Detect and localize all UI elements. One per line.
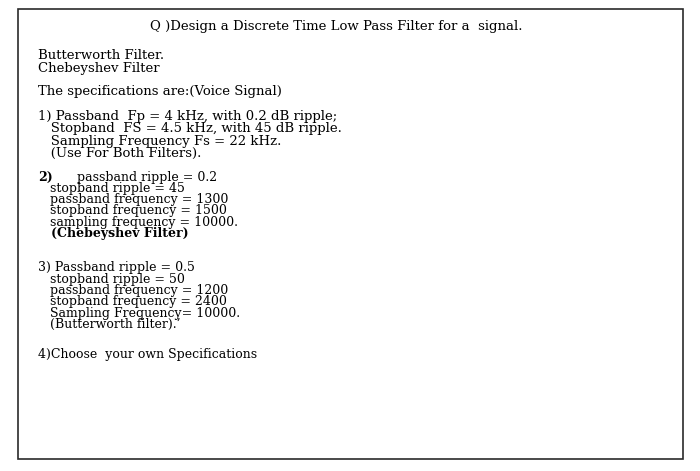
Text: sampling frequency = 10000.: sampling frequency = 10000. (38, 216, 239, 229)
Text: stopband ripple = 45: stopband ripple = 45 (38, 182, 186, 195)
Text: Q )Design a Discrete Time Low Pass Filter for a  signal.: Q )Design a Discrete Time Low Pass Filte… (150, 20, 522, 33)
Text: passband ripple = 0.2: passband ripple = 0.2 (61, 171, 217, 184)
Text: 3) Passband ripple = 0.5: 3) Passband ripple = 0.5 (38, 261, 195, 275)
Text: passband frequency = 1300: passband frequency = 1300 (38, 193, 229, 206)
Text: The specifications are:(Voice Signal): The specifications are:(Voice Signal) (38, 85, 282, 98)
Text: passband frequency = 1200: passband frequency = 1200 (38, 284, 229, 297)
Text: stopband frequency = 1500: stopband frequency = 1500 (38, 204, 228, 218)
Text: stopband ripple = 50: stopband ripple = 50 (38, 273, 186, 286)
Text: Stopband  FS = 4.5 kHz, with 45 dB ripple.: Stopband FS = 4.5 kHz, with 45 dB ripple… (38, 122, 342, 136)
Text: Chebeyshev Filter: Chebeyshev Filter (38, 62, 160, 75)
Text: 4)Choose  your own Specifications: 4)Choose your own Specifications (38, 348, 258, 361)
Text: 2): 2) (38, 171, 53, 184)
Text: stopband frequency = 2400: stopband frequency = 2400 (38, 295, 228, 309)
Text: Butterworth Filter.: Butterworth Filter. (38, 49, 164, 63)
Text: (Use For Both Filters).: (Use For Both Filters). (38, 147, 202, 160)
Text: 1) Passband  Fp = 4 kHz, with 0.2 dB ripple;: 1) Passband Fp = 4 kHz, with 0.2 dB ripp… (38, 110, 337, 123)
Text: (Butterworth filter).’: (Butterworth filter).’ (38, 318, 181, 331)
Text: (Chebeyshev Filter): (Chebeyshev Filter) (38, 227, 189, 240)
Text: Sampling Frequency Fs = 22 kHz.: Sampling Frequency Fs = 22 kHz. (38, 135, 282, 148)
Text: Sampling Frequency= 10000.: Sampling Frequency= 10000. (38, 307, 241, 320)
